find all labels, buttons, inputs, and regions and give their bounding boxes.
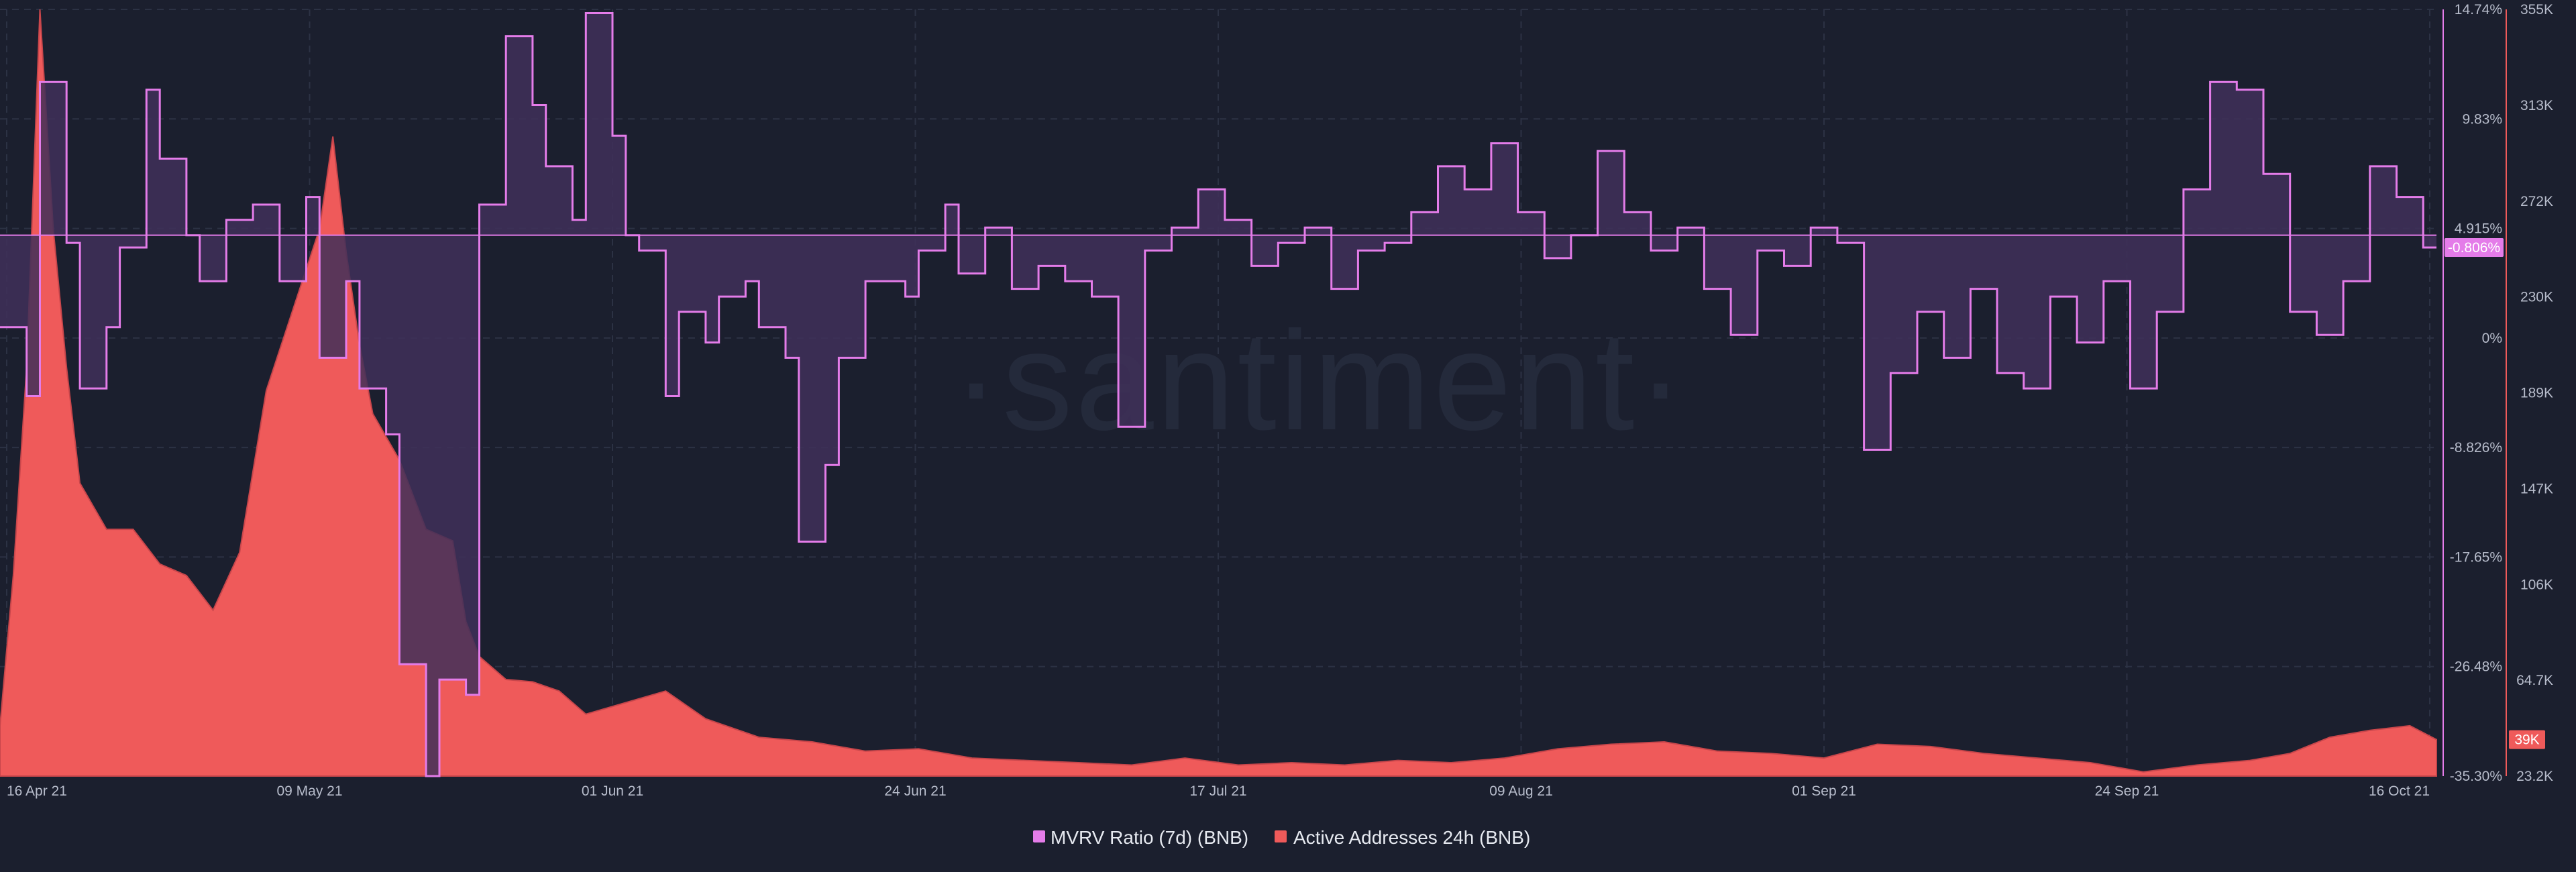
santiment-watermark: ·santiment· <box>953 302 1686 459</box>
active-addresses-axis-tick: 230K <box>2520 290 2553 305</box>
mvrv-axis-tick: 14.74% <box>2455 2 2502 17</box>
x-axis-tick: 01 Jun 21 <box>582 783 643 799</box>
x-axis-tick: 16 Oct 21 <box>2369 783 2430 799</box>
x-axis-tick: 17 Jul 21 <box>1189 783 1246 799</box>
active-addresses-area <box>0 9 2437 777</box>
x-axis-tick: 09 May 21 <box>276 783 342 799</box>
legend-item-mvrv[interactable]: MVRV Ratio (7d) (BNB) <box>1033 827 1248 848</box>
mvrv-current-value: -0.806% <box>2448 240 2500 256</box>
mvrv-current-badge <box>2445 237 2504 257</box>
legend-item-active-addresses[interactable]: Active Addresses 24h (BNB) <box>1275 827 1530 848</box>
x-axis-tick: 16 Apr 21 <box>7 783 67 799</box>
mvrv-area <box>0 13 2436 776</box>
mvrv-axis-tick: -26.48% <box>2450 659 2502 675</box>
legend-label-mvrv: MVRV Ratio (7d) (BNB) <box>1051 827 1248 848</box>
legend-swatch-mvrv <box>1033 830 1045 842</box>
mvrv-axis-tick: -35.30% <box>2450 769 2502 784</box>
active-addresses-axis-tick: 189K <box>2520 386 2553 401</box>
x-axis-ticks: 16 Apr 21 09 May 21 01 Jun 21 24 Jun 21 17 J… <box>7 783 2430 799</box>
active-addresses-axis-tick: 64.7K <box>2516 673 2553 688</box>
mvrv-series <box>0 12 2436 777</box>
axes: 14.74% 9.83% 4.915% 0% -8.826% -17.65% -26.48%… <box>2443 2 2553 784</box>
mvrv-axis-tick: 0% <box>2482 331 2502 346</box>
active-addresses-axis-tick: 313K <box>2520 98 2553 113</box>
mvrv-axis-tick: -17.65% <box>2450 549 2502 565</box>
x-axis-tick: 24 Sep 21 <box>2095 783 2159 799</box>
active-addresses-axis-tick: 147K <box>2520 481 2553 496</box>
legend: MVRV Ratio (7d) (BNB) Active Addresses 2… <box>1033 827 1530 848</box>
x-axis-tick: 09 Aug 21 <box>1489 783 1553 799</box>
active-addresses-series <box>0 9 2437 777</box>
mvrv-axis-tick: 4.915% <box>2455 221 2502 237</box>
legend-swatch-active-addresses <box>1275 830 1287 842</box>
mvrv-axis-tick: -8.826% <box>2450 440 2502 455</box>
active-addresses-axis-tick: 272K <box>2520 194 2553 209</box>
active-addresses-current-value: 39K <box>2514 732 2539 748</box>
active-addresses-axis-tick: 23.2K <box>2516 769 2553 784</box>
x-axis-tick: 01 Sep 21 <box>1792 783 1856 799</box>
mvrv-axis-tick: 9.83% <box>2462 111 2502 127</box>
active-addresses-axis-tick: 355K <box>2520 2 2553 17</box>
active-addresses-current-badge <box>2509 730 2545 749</box>
active-addresses-axis-tick: 106K <box>2520 577 2553 592</box>
legend-label-active-addresses: Active Addresses 24h (BNB) <box>1293 827 1530 848</box>
mvrv-line <box>0 12 2436 777</box>
x-axis-tick: 24 Jun 21 <box>884 783 946 799</box>
